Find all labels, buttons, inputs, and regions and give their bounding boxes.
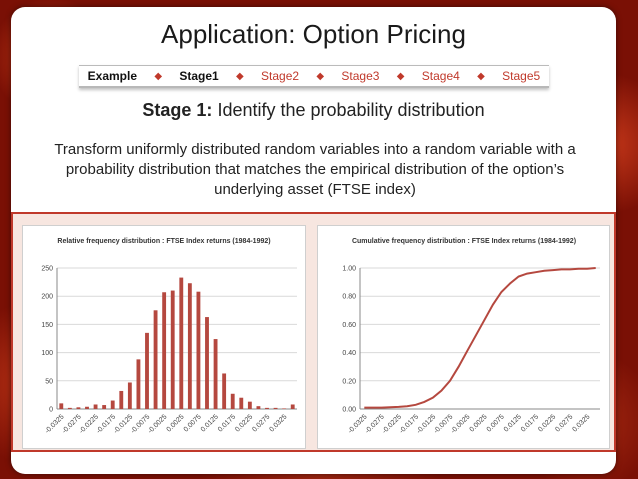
x-tick-label: 0.0125 (200, 413, 220, 433)
histogram-bar (273, 407, 278, 409)
x-tick-label: 0.0225 (537, 413, 557, 433)
nav-separator-icon: ◆ (154, 70, 163, 82)
x-tick-label: 0.0025 (469, 413, 489, 433)
y-tick-label: 150 (41, 322, 53, 329)
histogram-bar (59, 403, 64, 409)
x-tick-label: 0.0075 (486, 413, 506, 433)
cumulative-line (364, 267, 596, 409)
histogram-bar (205, 317, 209, 409)
chart-title: Relative frequency distribution : FTSE I… (57, 238, 270, 245)
nav-item-stage1[interactable]: Stage1 (179, 69, 219, 83)
x-tick-label: 0.0325 (268, 413, 288, 433)
histogram-bar (76, 407, 81, 409)
histogram-bar (256, 406, 261, 409)
histogram-bar (282, 408, 287, 409)
histogram-bar (247, 401, 252, 409)
x-tick-label: 0.0275 (554, 413, 574, 433)
histogram-bar (110, 400, 115, 409)
y-tick-label: 50 (45, 378, 53, 385)
y-tick-label: 1.00 (342, 266, 356, 273)
x-tick-label: 0.0125 (503, 413, 523, 433)
x-tick-label: -0.0025 (450, 413, 472, 435)
x-tick-label: 0.0175 (520, 413, 540, 433)
histogram-bar (170, 290, 175, 409)
histogram-bar (85, 406, 89, 409)
histogram-bar (230, 393, 235, 409)
x-tick-label: -0.0025 (147, 413, 169, 435)
histogram-bar (119, 390, 124, 409)
y-tick-label: 0.20 (342, 378, 356, 385)
histogram-bar (127, 382, 132, 409)
y-tick-label: 0.00 (342, 407, 356, 414)
relative-frequency-chart: Relative frequency distribution : FTSE I… (22, 225, 306, 449)
histogram-bar (265, 407, 269, 409)
nav-item-stage3[interactable]: Stage3 (341, 69, 380, 83)
histogram-bar (93, 404, 98, 409)
histogram-bar (187, 283, 192, 409)
nav-separator-icon: ◆ (477, 70, 485, 82)
x-tick-label: 0.0075 (183, 413, 203, 433)
stage-heading-text: Identify the probability distribution (212, 100, 485, 120)
stage-navigation: Example ◆ Stage1 ◆ Stage2 ◆ Stage3 ◆ Stage4 ◆ Stag… (79, 65, 549, 88)
histogram-bar (222, 373, 227, 409)
nav-separator-icon: ◆ (396, 70, 405, 82)
histogram-bar (162, 292, 167, 409)
nav-item-stage5[interactable]: Stage5 (502, 69, 541, 83)
histogram-bar (136, 359, 141, 409)
nav-item-example[interactable]: Example (87, 69, 138, 83)
nav-item-stage4[interactable]: Stage4 (421, 69, 460, 83)
nav-separator-icon: ◆ (236, 70, 244, 82)
description-text: Transform uniformly distributed random v… (54, 141, 576, 198)
stage-heading-label: Stage 1: (142, 100, 213, 120)
x-tick-label: 0.0275 (251, 413, 271, 433)
slide-title: Application: Option Pricing (161, 19, 466, 49)
histogram-bar (145, 332, 149, 409)
histogram-bar (179, 277, 184, 409)
histogram-bar (239, 397, 244, 409)
x-tick-label: 0.0175 (217, 413, 237, 433)
stage-heading: Stage 1: Identify the probability distri… (11, 100, 616, 121)
histogram-bar (213, 339, 218, 409)
y-tick-label: 0.40 (342, 350, 356, 357)
histogram-bar (153, 310, 158, 409)
nav-item-stage2[interactable]: Stage2 (261, 69, 300, 83)
histogram-bar (102, 405, 107, 409)
histogram-bar (290, 404, 295, 409)
charts-panel: Relative frequency distribution : FTSE I… (11, 212, 616, 452)
slide: Application: Option Pricing Example ◆ Stag… (11, 7, 616, 474)
y-tick-label: 0.60 (342, 322, 356, 329)
x-tick-label: 0.0025 (166, 413, 186, 433)
chart-title: Cumulative frequency distribution : FTSE… (352, 238, 576, 245)
y-tick-label: 0 (49, 407, 53, 414)
relative-frequency-svg: Relative frequency distribution : FTSE I… (41, 238, 297, 435)
cumulative-frequency-svg: Cumulative frequency distribution : FTSE… (342, 238, 600, 435)
y-tick-label: 0.80 (342, 294, 356, 301)
cumulative-frequency-chart: Cumulative frequency distribution : FTSE… (317, 225, 610, 449)
histogram-bar (67, 407, 72, 409)
histogram-bar (196, 291, 201, 409)
x-tick-label: 0.0225 (234, 413, 254, 433)
x-tick-label: 0.0325 (571, 413, 591, 433)
y-tick-label: 200 (41, 294, 53, 301)
y-tick-label: 100 (41, 350, 53, 357)
nav-separator-icon: ◆ (316, 70, 325, 82)
y-tick-label: 250 (41, 266, 53, 273)
